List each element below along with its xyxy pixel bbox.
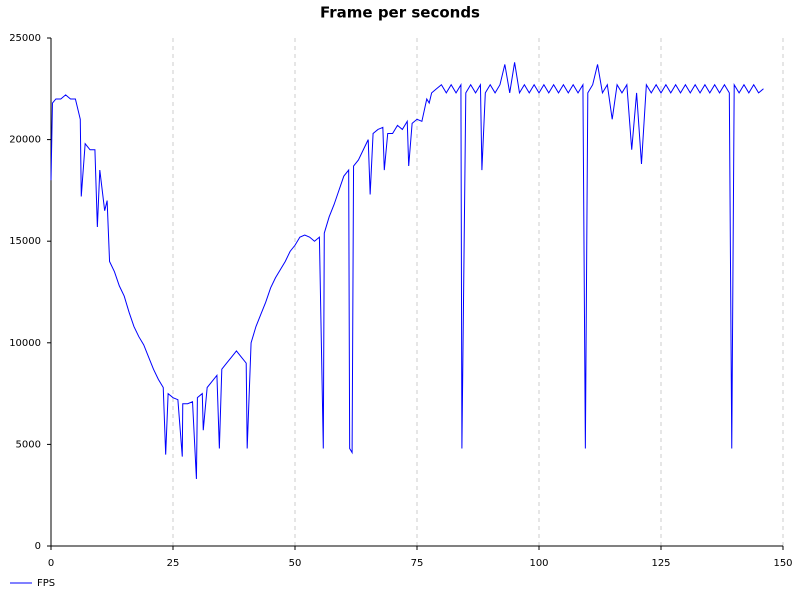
y-tick-label: 25000 [9,33,41,44]
x-tick-label: 125 [651,558,670,569]
x-tick-label: 50 [289,558,302,569]
x-tick-label: 75 [411,558,424,569]
y-tick-label: 0 [35,541,41,552]
y-tick-label: 15000 [9,236,41,247]
legend-label: FPS [37,578,55,589]
line-series [50,62,764,479]
y-tick-label: 10000 [9,338,41,349]
chart-title: Frame per seconds [320,4,480,22]
x-tick-label: 0 [48,558,54,569]
y-tick-label: 20000 [9,135,41,146]
y-tick-label: 5000 [16,439,41,450]
x-tick-label: 150 [773,558,792,569]
x-tick-label: 100 [529,558,548,569]
x-tick-label: 25 [167,558,180,569]
